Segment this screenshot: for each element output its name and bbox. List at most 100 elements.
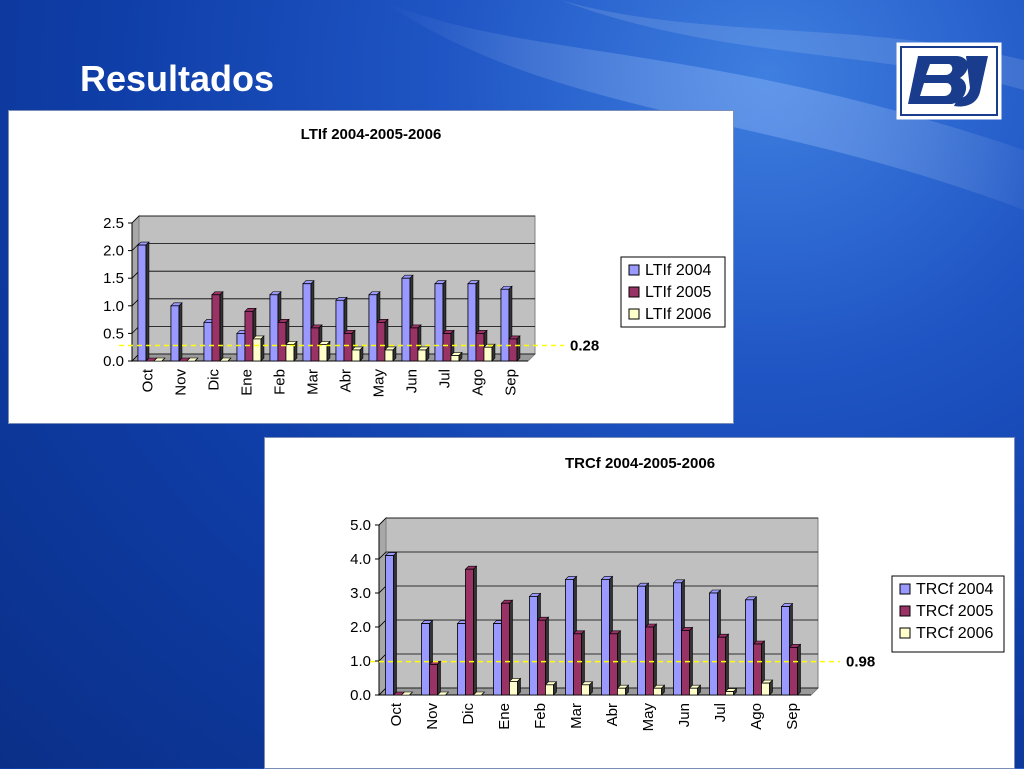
trcf-bar-trcf-2006-ene bbox=[509, 680, 518, 696]
ltif-y-tick-label: 0.0 bbox=[103, 353, 124, 370]
trcf-bar-side bbox=[517, 677, 521, 696]
trcf-plot-side bbox=[378, 516, 387, 697]
trcf-x-tick-label: Sep bbox=[784, 703, 801, 730]
ltif-bar-ltif-2004-feb bbox=[269, 294, 279, 362]
ltif-bar-ltif-2004-jul bbox=[434, 283, 444, 362]
ltif-bar-side bbox=[491, 343, 496, 362]
ltif-bar-ltif-2005-may bbox=[376, 321, 386, 362]
trcf-legend-label: TRCf 2005 bbox=[916, 603, 993, 620]
ltif-bar-ltif-2005-ago bbox=[475, 332, 485, 362]
trcf-bar-side bbox=[653, 623, 657, 696]
trcf-x-tick-label: Oct bbox=[388, 702, 405, 726]
trcf-bar-trcf-2006-mar bbox=[581, 684, 590, 696]
trcf-bar-trcf-2005-ene bbox=[501, 602, 510, 696]
ltif-x-tick-label: Nov bbox=[173, 369, 190, 396]
ltif-gridline bbox=[131, 215, 535, 224]
trcf-bar-side bbox=[725, 633, 729, 696]
trcf-legend-swatch bbox=[899, 627, 911, 639]
ltif-chart-title: LTIf 2004-2005-2006 bbox=[301, 126, 442, 143]
trcf-x-tick-label: Jun bbox=[676, 703, 693, 727]
trcf-bar-trcf-2004-jun bbox=[673, 582, 682, 696]
trcf-y-tick-label: 1.0 bbox=[350, 653, 371, 670]
trcf-legend-box bbox=[891, 575, 1005, 653]
trcf-chart: TRCf 2004-2005-2006 0.0 1.0 2.0 3.0 4.0 5.0 Oct… bbox=[350, 455, 1005, 732]
ltif-bar-ltif-2005-dic bbox=[211, 294, 221, 362]
ltif-bar-ltif-2006-ago bbox=[483, 346, 493, 362]
ltif-bar-ltif-2005-jun bbox=[409, 327, 419, 362]
ltif-x-tick-label: Jun bbox=[404, 369, 421, 393]
ltif-y-tick-label: 0.5 bbox=[103, 325, 124, 342]
ltif-legend-label: LTIf 2005 bbox=[645, 284, 712, 301]
trcf-y-tick-label: 3.0 bbox=[350, 585, 371, 602]
ltif-legend-label: LTIf 2004 bbox=[645, 262, 712, 279]
trcf-bar-trcf-2006-jul bbox=[725, 691, 734, 696]
trcf-reference-label: 0.98 bbox=[846, 654, 875, 671]
trcf-legend-swatch bbox=[899, 583, 911, 595]
company-logo bbox=[896, 42, 1002, 120]
trcf-bar-trcf-2004-ene bbox=[493, 623, 502, 696]
page-title: Resultados bbox=[80, 58, 275, 99]
ltif-bar-side bbox=[145, 241, 150, 362]
trcf-x-tick-label: Jul bbox=[712, 703, 729, 722]
trcf-bar-trcf-2005-ago bbox=[753, 643, 762, 696]
trcf-y-tick-label: 5.0 bbox=[350, 517, 371, 534]
trcf-x-tick-label: Abr bbox=[604, 703, 621, 726]
trcf-legend-label: TRCf 2004 bbox=[916, 581, 993, 598]
ltif-chart: LTIf 2004-2005-2006 0.0 0.5 1.0 1.5 2.0 2.5 Oct… bbox=[103, 126, 726, 397]
ltif-legend-swatch bbox=[628, 264, 640, 276]
ltif-bar-side bbox=[194, 357, 199, 362]
trcf-bar-trcf-2005-jun bbox=[681, 629, 690, 696]
ltif-x-tick-label: Dic bbox=[206, 369, 223, 391]
trcf-legend-swatch bbox=[899, 605, 911, 617]
ltif-legend-label: LTIf 2006 bbox=[645, 306, 712, 323]
ltif-bar-ltif-2005-sep bbox=[508, 338, 518, 362]
trcf-y-tick-label: 2.0 bbox=[350, 619, 371, 636]
trcf-x-tick-label: May bbox=[640, 703, 657, 732]
ltif-bar-ltif-2006-jun bbox=[417, 349, 427, 362]
ltif-bar-side bbox=[293, 340, 298, 362]
trcf-bar-side bbox=[797, 643, 801, 696]
ltif-bar-ltif-2006-feb bbox=[285, 344, 295, 362]
ltif-x-tick-label: Mar bbox=[305, 369, 322, 395]
ltif-bar-side bbox=[260, 335, 265, 362]
ltif-bar-ltif-2004-mar bbox=[302, 283, 312, 362]
trcf-x-tick-label: Ene bbox=[496, 703, 513, 730]
ltif-bar-ltif-2004-abr bbox=[335, 299, 345, 362]
ltif-y-tick-label: 1.0 bbox=[103, 298, 124, 315]
ltif-bar-side bbox=[219, 291, 224, 362]
ltif-bar-side bbox=[516, 335, 521, 362]
ltif-bar-ltif-2006-ene bbox=[252, 338, 262, 362]
trcf-bar-side bbox=[445, 691, 449, 696]
ltif-bar-ltif-2004-ene bbox=[236, 332, 246, 362]
ltif-x-tick-label: Jul bbox=[437, 369, 454, 388]
trcf-bar-trcf-2005-abr bbox=[609, 633, 618, 696]
trcf-bar-trcf-2005-mar bbox=[573, 633, 582, 696]
trcf-bar-trcf-2005-nov bbox=[429, 663, 438, 696]
trcf-bar-trcf-2005-sep bbox=[789, 646, 798, 696]
ltif-bar-ltif-2004-may bbox=[368, 294, 378, 362]
trcf-chart-panel: TRCf 2004-2005-2006 0.0 1.0 2.0 3.0 4.0 5.0 Oct… bbox=[264, 437, 1015, 769]
ltif-y-tick-label: 1.5 bbox=[103, 270, 124, 287]
ltif-bar-ltif-2004-dic bbox=[203, 321, 213, 362]
trcf-bar-trcf-2004-oct bbox=[385, 555, 394, 696]
ltif-bar-ltif-2006-may bbox=[384, 349, 394, 362]
trcf-x-tick-label: Mar bbox=[568, 703, 585, 729]
ltif-legend-swatch bbox=[628, 286, 640, 298]
trcf-chart-title: TRCf 2004-2005-2006 bbox=[565, 455, 715, 472]
ltif-x-tick-label: Feb bbox=[272, 369, 289, 395]
ltif-bar-ltif-2005-jul bbox=[442, 332, 452, 362]
ltif-bar-ltif-2005-feb bbox=[277, 321, 287, 362]
ltif-bar-side bbox=[161, 357, 166, 362]
trcf-bar-trcf-2005-jul bbox=[717, 636, 726, 696]
ltif-reference-label: 0.28 bbox=[570, 338, 599, 355]
ltif-bar-ltif-2004-oct bbox=[137, 244, 147, 362]
ltif-bar-side bbox=[326, 340, 331, 362]
ltif-bar-ltif-2004-jun bbox=[401, 277, 411, 362]
ltif-x-tick-label: Ene bbox=[239, 369, 256, 396]
trcf-gridline bbox=[378, 517, 818, 526]
trcf-bar-trcf-2006-ago bbox=[761, 682, 770, 696]
trcf-bar-side bbox=[473, 565, 477, 696]
trcf-bar-side bbox=[409, 691, 413, 696]
trcf-bar-side bbox=[769, 679, 773, 696]
trcf-x-tick-label: Ago bbox=[748, 703, 765, 730]
